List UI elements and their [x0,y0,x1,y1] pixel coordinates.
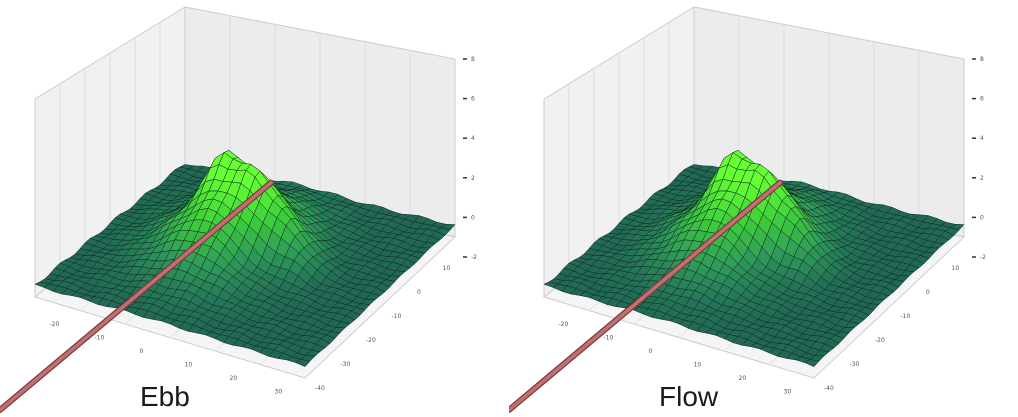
y-tick-label: 0 [926,289,930,296]
z-tick-label: 2 [471,175,475,182]
z-tick-label: 0 [980,214,984,221]
x-tick-label: 10 [694,361,702,368]
x-tick-label: 20 [230,375,238,382]
x-tick-label: -10 [95,334,105,341]
x-tick-label: 0 [649,348,653,355]
z-tick-label: 4 [471,135,475,142]
y-tick-label: 10 [952,265,960,272]
y-tick-label: -20 [366,337,376,344]
y-tick-label: -40 [824,385,834,392]
transect-line [509,179,784,413]
flow-title: Flow [659,381,719,412]
z-tick-label: 6 [471,96,475,103]
y-tick-label: -20 [875,337,885,344]
y-tick-label: 10 [443,265,451,272]
z-tick-label: 0 [471,214,475,221]
x-tick-label: 20 [739,375,747,382]
z-tick-label: -2 [980,254,986,261]
z-tick-label: 8 [980,56,984,63]
flow-panel: -20 -10 0 10 20 30 -40 -30 -20 -10 0 10 -2 0 2 4 6 8 Flow [509,0,1018,417]
y-tick-label: 0 [417,289,421,296]
z-tick-label: 2 [980,175,984,182]
y-tick-label: -30 [850,361,860,368]
z-tick-label: 6 [980,96,984,103]
surface-mesh [34,150,456,367]
x-tick-label: 0 [140,348,144,355]
ebb-panel: -20 -10 0 10 20 30 -40 -30 -20 -10 0 10 -2 0 2 4 6 8 Ebb [0,6,478,413]
x-tick-label: 10 [185,361,193,368]
x-tick-label: -20 [50,321,60,328]
y-tick-label: -30 [341,361,351,368]
z-tick-label: 8 [471,56,475,63]
ebb-title: Ebb [140,381,190,412]
y-tick-label: -40 [315,385,325,392]
x-tick-label: 30 [275,388,283,395]
surface-mesh [543,150,965,367]
x-tick-label: -10 [604,334,614,341]
y-tick-label: -10 [392,313,402,320]
z-tick-label: -2 [471,254,477,261]
x-tick-label: -20 [559,321,569,328]
y-tick-label: -10 [901,313,911,320]
transect-line [0,179,275,413]
z-tick-label: 4 [980,135,984,142]
x-tick-label: 30 [784,388,792,395]
